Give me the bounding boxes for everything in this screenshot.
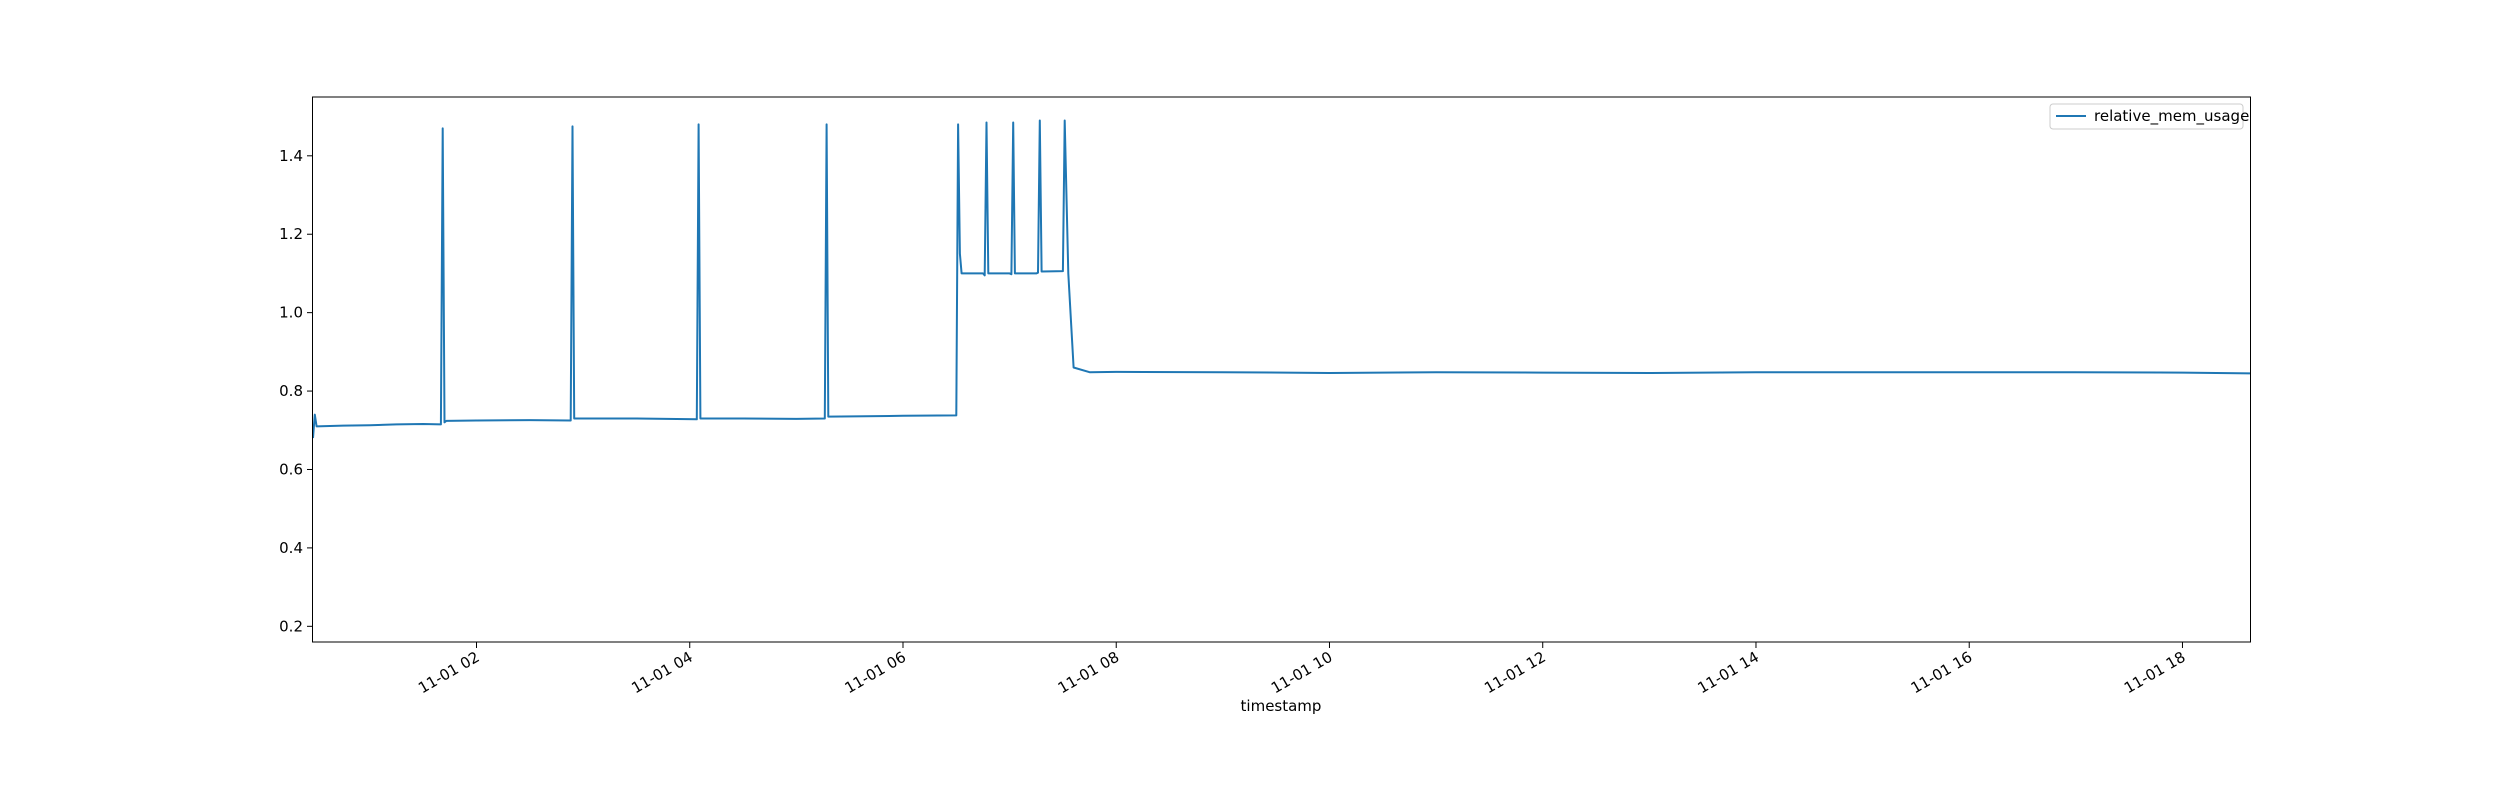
- y-tick-label: 0.8: [279, 382, 303, 400]
- plot-area: [312, 119, 2251, 439]
- y-tick-label: 0.2: [279, 617, 303, 635]
- y-tick-label: 1.2: [279, 225, 303, 243]
- legend-label-relative-mem-usage: relative_mem_usage: [2094, 107, 2249, 126]
- y-tick-label: 1.4: [279, 147, 303, 165]
- y-tick-label: 0.6: [279, 460, 303, 478]
- legend-box: [2049, 103, 2244, 130]
- series-line-relative-mem-usage: [312, 119, 2251, 439]
- legend: relative_mem_usage: [2049, 103, 2249, 130]
- plot-frame: [312, 96, 2251, 643]
- y-axis: 0.2 0.4 0.6 0.8 1.0 1.2 1.4: [279, 147, 313, 635]
- y-tick-label: 0.4: [279, 539, 303, 557]
- y-tick-label: 1.0: [279, 304, 303, 322]
- x-axis-label: timestamp: [1241, 697, 1322, 715]
